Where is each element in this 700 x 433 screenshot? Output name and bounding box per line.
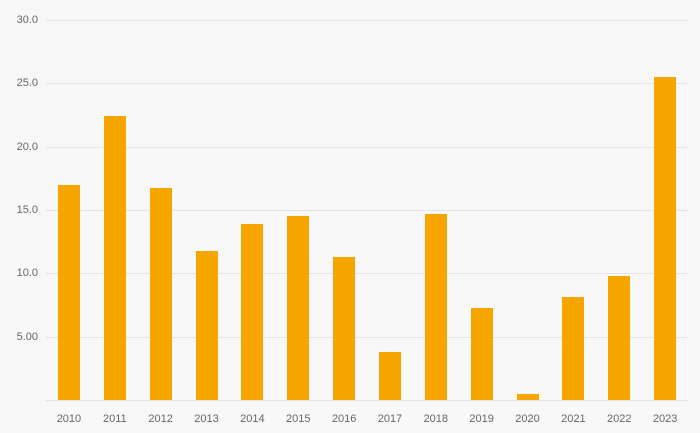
y-tick-label: 25.0 <box>16 77 38 90</box>
x-tick-label-2014: 2014 <box>240 413 265 425</box>
x-tick-label-2017: 2017 <box>377 413 403 425</box>
bar-2010 <box>57 184 80 400</box>
y-tick-label: 30.0 <box>16 14 38 26</box>
bar-column-2022 <box>596 20 642 400</box>
bar-column-2011 <box>92 20 138 400</box>
bar-column-2012 <box>138 20 184 400</box>
bar-column-2013 <box>184 20 230 400</box>
bar-column-2016 <box>321 20 367 400</box>
bar-2014 <box>241 223 264 400</box>
y-tick-label: 15.0 <box>16 204 38 216</box>
plot-area: 30.0 25.0 20.0 15.0 10.0 5.00 <box>17 14 688 401</box>
gridline: 10.0 <box>17 267 688 279</box>
x-tick-label-2012: 2012 <box>148 413 173 425</box>
gridline <box>46 400 688 401</box>
gridline: 25.0 <box>17 77 688 89</box>
bar-2019 <box>470 307 493 400</box>
bar-2015 <box>287 216 310 400</box>
y-tick-label: 5.00 <box>16 330 38 343</box>
bar-column-2010 <box>46 20 92 400</box>
x-tick-label-2022: 2022 <box>607 413 632 425</box>
bar-2021 <box>562 297 585 400</box>
bar-column-2020 <box>505 20 551 400</box>
bar-column-2019 <box>459 20 505 400</box>
x-tick-label-2020: 2020 <box>515 413 540 425</box>
bar-2023 <box>654 77 677 400</box>
bar-2013 <box>195 250 218 400</box>
bar-2017 <box>378 351 401 400</box>
bar-2022 <box>608 275 631 400</box>
bar-2011 <box>103 116 126 400</box>
gridline: 30.0 <box>17 14 688 26</box>
x-tick-label-2021: 2021 <box>561 413 586 425</box>
bars-row <box>46 20 688 400</box>
gridline: 15.0 <box>17 204 688 216</box>
x-tick-label-2011: 2011 <box>102 413 127 425</box>
bar-column-2023 <box>642 20 688 400</box>
bar-column-2018 <box>413 20 459 400</box>
x-tick-label-2013: 2013 <box>194 413 219 425</box>
x-tick-label-2018: 2018 <box>423 413 449 425</box>
x-tick-label-2016: 2016 <box>331 413 357 425</box>
bar-column-2017 <box>367 20 413 400</box>
y-tick-label: 20.0 <box>16 140 38 153</box>
x-tick-label-2010: 2010 <box>56 413 82 425</box>
x-axis-labels: 2010 2011 2012 2013 2014 2015 2016 2017 2018 2019… <box>46 413 688 425</box>
bar-column-2014 <box>229 20 275 400</box>
bar-2018 <box>424 213 447 400</box>
bar-column-2021 <box>550 20 596 400</box>
bar-2012 <box>149 188 172 400</box>
bar-column-2015 <box>275 20 321 400</box>
bar-2016 <box>333 256 356 400</box>
gridline: 20.0 <box>17 141 688 153</box>
x-tick-label-2019: 2019 <box>469 413 494 425</box>
x-tick-label-2015: 2015 <box>285 413 311 425</box>
gridline: 5.00 <box>17 331 688 343</box>
bar-2020 <box>516 393 539 400</box>
x-tick-label-2023: 2023 <box>652 413 678 425</box>
y-tick-label: 10.0 <box>16 267 38 280</box>
